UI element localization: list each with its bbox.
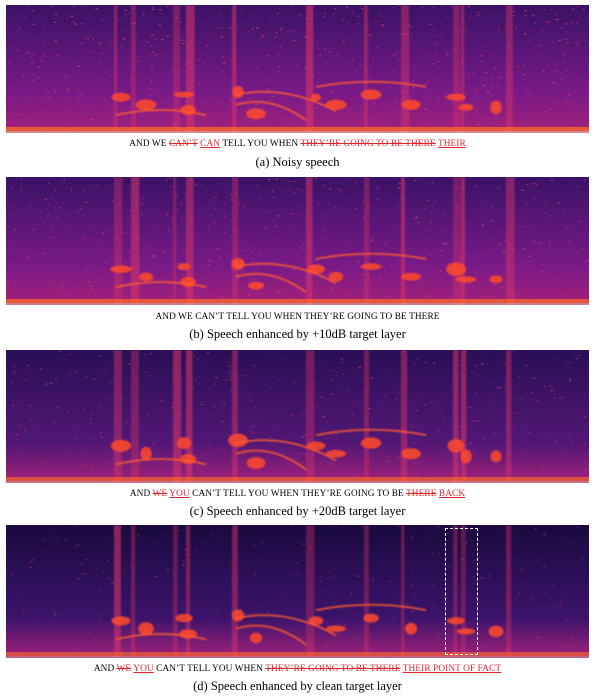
deleted-word: CAN’T <box>168 139 198 149</box>
transcript-20db: AND WE YOU CAN’T TELL YOU WHEN THEY’RE G… <box>6 489 589 499</box>
spectrogram-clean <box>6 525 589 658</box>
spectrogram-20db-image <box>6 350 589 483</box>
transcript-text: CAN’T TELL YOU WHEN THEY’RE GOING TO BE <box>189 489 407 499</box>
transcript-10db: AND WE CAN’T TELL YOU WHEN THEY’RE GOING… <box>6 312 589 322</box>
transcript-text: AND WE <box>129 139 169 149</box>
transcript-text: AND <box>93 664 117 674</box>
panel-b: AND WE CAN’T TELL YOU WHEN THEY’RE GOING… <box>6 177 589 347</box>
inserted-word: BACK <box>438 489 466 499</box>
deleted-word: THEY’RE GOING TO BE THERE <box>265 664 401 674</box>
panel-c: AND WE YOU CAN’T TELL YOU WHEN THEY’RE G… <box>6 350 589 522</box>
spectrogram-10db <box>6 177 589 305</box>
transcript-text: AND <box>129 489 153 499</box>
deleted-word: THERE <box>406 489 437 499</box>
transcript-text: CAN’T TELL YOU WHEN <box>153 664 266 674</box>
spectrogram-20db <box>6 350 589 483</box>
inserted-word: YOU <box>133 664 154 674</box>
caption-clean: (d) Speech enhanced by clean target laye… <box>193 679 402 693</box>
caption-20db: (c) Speech enhanced by +20dB target laye… <box>189 504 406 518</box>
transcript-text: AND WE CAN’T TELL YOU WHEN THEY’RE GOING… <box>155 312 440 322</box>
inserted-word: CAN <box>200 139 221 149</box>
panel-a: AND WE CAN’T CAN TELL YOU WHEN THEY’RE G… <box>6 5 589 177</box>
caption-noisy: (a) Noisy speech <box>255 155 340 169</box>
transcript-clean: AND WE YOU CAN’T TELL YOU WHEN THEY’RE G… <box>6 664 589 674</box>
deleted-word: THEY’RE GOING TO BE THERE <box>300 139 436 149</box>
caption-10db: (b) Speech enhanced by +10dB target laye… <box>189 327 406 341</box>
dashed-highlight-box <box>445 528 478 655</box>
inserted-word: THEIR POINT OF FACT <box>402 664 502 674</box>
deleted-word: WE <box>152 489 168 499</box>
inserted-word: THEIR <box>437 139 466 149</box>
panel-d: AND WE YOU CAN’T TELL YOU WHEN THEY’RE G… <box>6 525 589 697</box>
spectrogram-noisy <box>6 5 589 133</box>
transcript-noisy: AND WE CAN’T CAN TELL YOU WHEN THEY’RE G… <box>6 139 589 149</box>
spectrogram-noisy-image <box>6 5 589 133</box>
deleted-word: WE <box>116 664 132 674</box>
inserted-word: YOU <box>169 489 190 499</box>
spectrogram-10db-image <box>6 177 589 305</box>
spectrogram-clean-image <box>6 525 589 658</box>
transcript-text: TELL YOU WHEN <box>220 139 301 149</box>
